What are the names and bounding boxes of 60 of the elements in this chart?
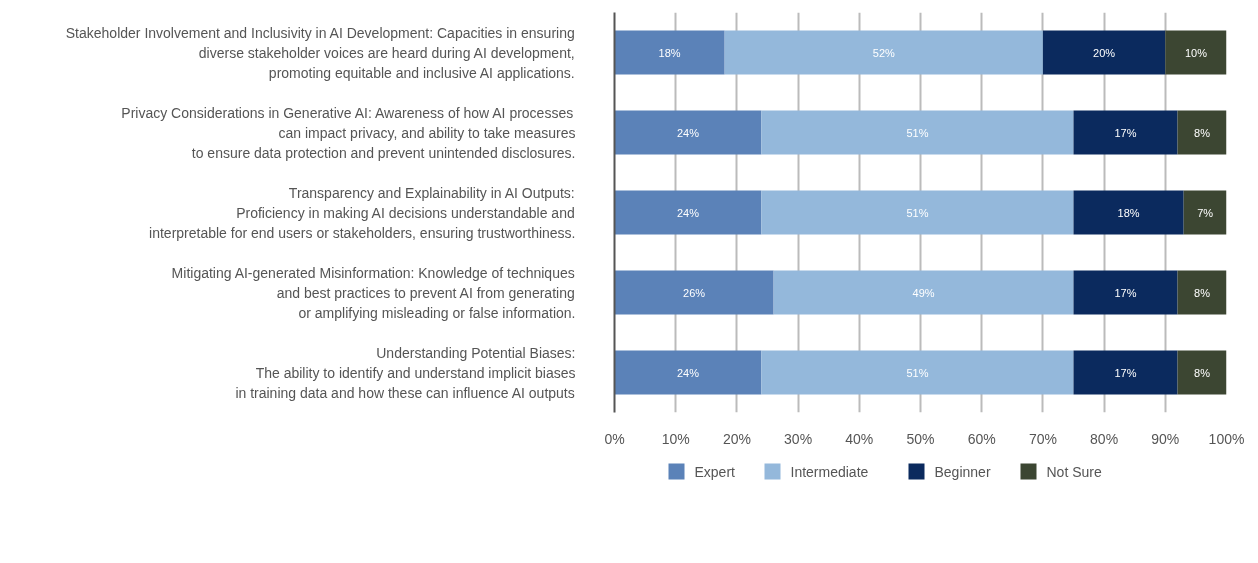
data-label: 8% [1194,126,1211,139]
data-label: 8% [1194,286,1211,299]
x-tick-label: 10% [661,430,690,447]
bar [1073,110,1178,155]
data-label: 10% [1184,46,1208,59]
bar [1183,190,1227,235]
x-tick-label: 60% [967,430,996,447]
x-tick-label: 30% [784,430,813,447]
data-label: 51% [906,126,929,139]
bar [1073,350,1178,395]
bar [614,270,774,315]
x-tick-label: 80% [1090,430,1119,447]
data-label: 18% [658,46,681,59]
legend-label: Expert [694,463,736,480]
bar [614,30,725,75]
data-label: 26% [683,286,706,299]
data-label: 18% [1117,206,1140,219]
data-label: 52% [872,46,896,59]
y-tick-label: Privacy Considerations in Generative AI: Awareness of how AI processes can impact privacy, and ability to take measures to ensure data protection and prevent unintended disclosures. [121,104,576,161]
bar [614,110,762,155]
bar [1177,350,1227,395]
bar [761,350,1074,395]
data-label: 8% [1194,366,1211,379]
bar [1165,30,1227,75]
bar [614,350,762,395]
x-tick-label: 90% [1151,430,1180,447]
data-label: 20% [1093,46,1116,59]
data-label: 24% [676,126,700,139]
bar [1177,270,1227,315]
bar [1042,30,1166,75]
y-tick-label: Transparency and Explainability in AI Outputs: Proficiency in making AI decisions understandable and interpretable for end users or stakeholders, ensuring trustworthiness. [149,184,576,241]
data-label: 17% [1114,286,1137,299]
x-tick-label: 40% [845,430,874,447]
legend-label: Not Sure [1046,463,1102,480]
data-label: 51% [906,366,929,379]
bar [614,190,762,235]
data-label: 17% [1114,126,1137,139]
legend-label: Intermediate [790,463,869,480]
data-label: 24% [676,366,700,379]
bar [773,270,1074,315]
data-label: 24% [676,206,700,219]
data-label: 17% [1114,366,1137,379]
data-label: 49% [912,286,935,299]
data-label: 51% [906,206,929,219]
bar [724,30,1043,75]
x-tick-label: 50% [906,430,935,447]
bar [1177,110,1227,155]
bar [1073,270,1178,315]
bar [761,110,1074,155]
bar [1073,190,1184,235]
x-tick-label: 20% [722,430,751,447]
y-tick-label: Mitigating AI-generated Misinformation: Knowledge of techniques and best practices to prevent AI from generating or amplifying misleading or false information. [171,264,576,321]
x-tick-label: 70% [1028,430,1057,447]
x-tick-label: 100% [1208,430,1245,447]
x-tick-label: 0% [604,430,625,447]
bar [761,190,1074,235]
y-tick-label: Understanding Potential Biases: The ability to identify and understand implicit biases in training data and how these can influence AI outputs [235,344,576,401]
y-tick-label: Stakeholder Involvement and Inclusivity in AI Development: Capacities in ensuring diverse stakeholder voices are heard during AI development, promoting equitable and inclusive AI applications. [65,24,575,81]
data-label: 7% [1197,206,1214,219]
legend-label: Beginner [934,463,991,480]
